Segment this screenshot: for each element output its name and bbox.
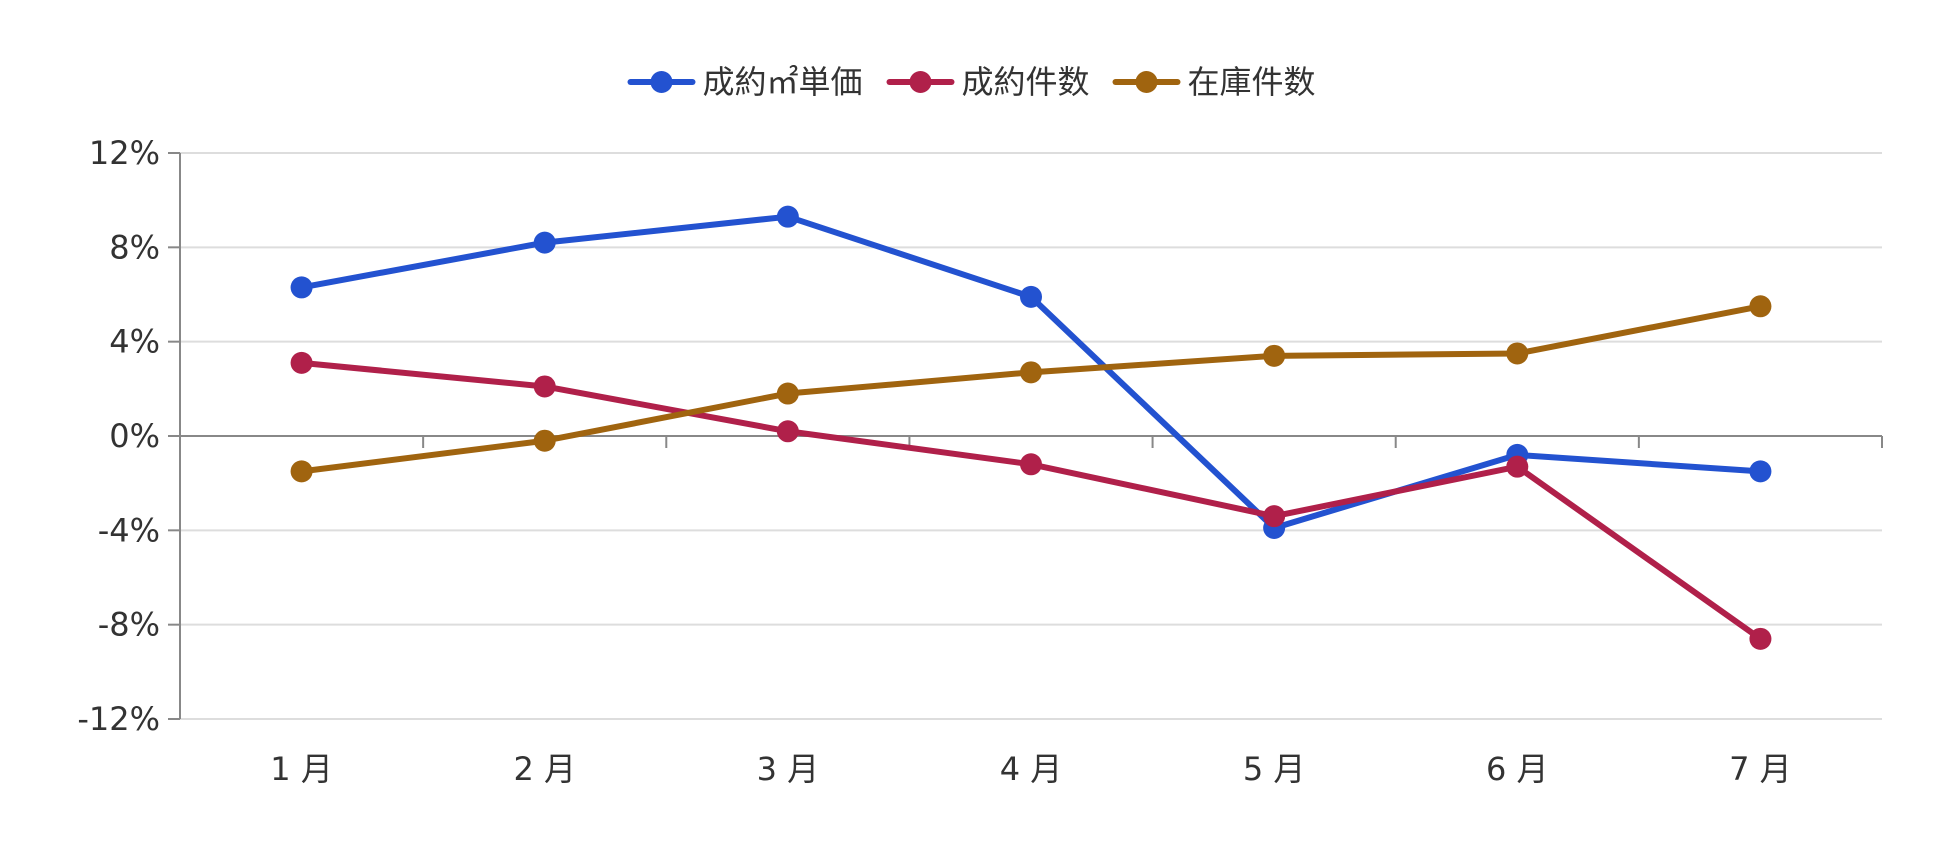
x-tick-label: 6 月 (1486, 750, 1549, 788)
data-point (1263, 344, 1286, 367)
x-tick-label: 2 月 (513, 750, 576, 788)
data-point (776, 382, 799, 405)
data-point (1506, 455, 1529, 478)
legend-swatch-marker (650, 71, 673, 93)
x-tick-label: 4 月 (1000, 750, 1063, 788)
data-point (1749, 295, 1772, 318)
legend-item: 在庫件数 (1112, 63, 1316, 101)
series-line (298, 303, 1764, 475)
data-point (1020, 453, 1042, 476)
y-tick-label: -12% (77, 700, 160, 738)
series-3 (290, 295, 1772, 483)
data-point (290, 460, 313, 483)
data-point (1263, 505, 1286, 528)
legend-label: 成約件数 (962, 63, 1090, 101)
gridlines (180, 152, 1882, 720)
y-tick-label: 12% (89, 134, 160, 172)
data-point (290, 276, 313, 299)
series-line (298, 359, 1764, 642)
x-tick-label: 5 月 (1243, 750, 1306, 788)
legend-item: 成約㎡単価 (627, 63, 863, 101)
x-tick-label: 1 月 (270, 750, 333, 788)
data-point (1020, 361, 1042, 384)
legend-swatch-marker (909, 71, 932, 93)
legend-item: 成約件数 (886, 63, 1090, 101)
x-axis-ticks: 1 月 2 月 3 月 4 月 5 月 6 月 7 月 (270, 750, 1791, 788)
x-tick-label: 3 月 (757, 750, 820, 788)
y-tick-label: -8% (98, 606, 160, 644)
y-tick-label: 8% (109, 228, 160, 266)
data-point (533, 429, 556, 452)
series-layer (290, 205, 1772, 650)
legend-swatch-marker (1135, 71, 1158, 93)
data-point (533, 231, 556, 254)
y-tick-label: 4% (109, 323, 160, 361)
data-point (533, 375, 556, 398)
legend: 成約㎡単価 成約件数 在庫件数 (627, 63, 1316, 101)
y-axis-ticks: -12% -8% -4% 0% 4% 8% 12% (77, 134, 160, 738)
data-point (290, 351, 313, 374)
data-point (1506, 342, 1529, 365)
data-point (1020, 285, 1042, 308)
series-2 (290, 351, 1772, 650)
x-tick-label: 7 月 (1729, 750, 1792, 788)
y-tick-label: 0% (109, 417, 160, 455)
axes (168, 152, 1883, 720)
data-point (1749, 627, 1772, 650)
legend-label: 成約㎡単価 (703, 63, 863, 101)
data-point (776, 205, 799, 228)
data-point (776, 420, 799, 443)
legend-label: 在庫件数 (1188, 63, 1316, 101)
data-point (1749, 460, 1772, 483)
y-tick-label: -4% (98, 511, 160, 549)
